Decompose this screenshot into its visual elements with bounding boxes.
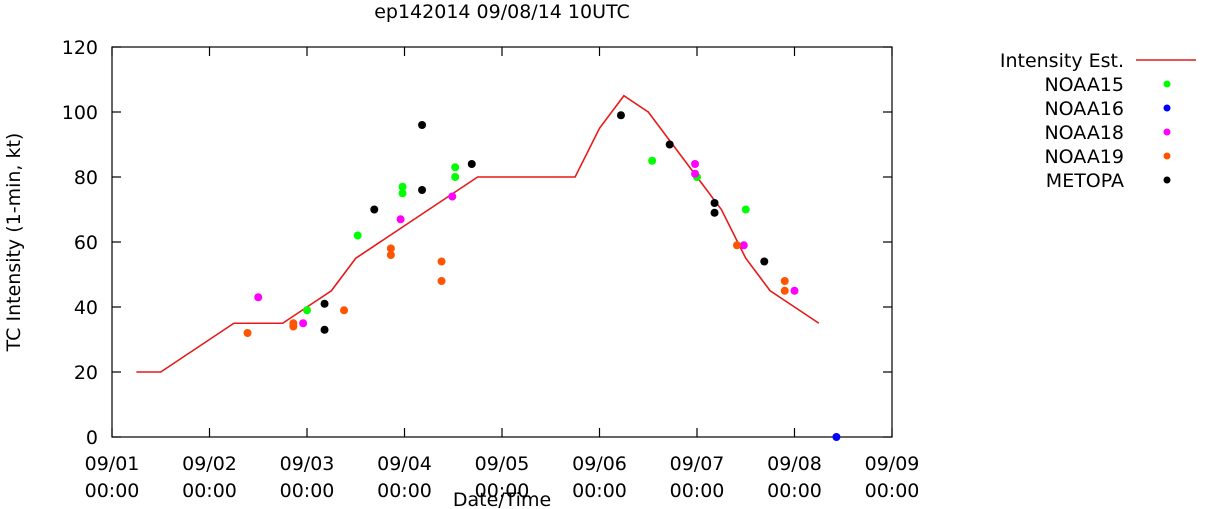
y-axis-label: TC Intensity (1-min, kt) bbox=[3, 133, 25, 353]
point-noaa19 bbox=[437, 277, 446, 285]
point-metopa bbox=[665, 140, 674, 149]
series-line-intensity-est bbox=[136, 94, 820, 373]
y-tick-label: 20 bbox=[74, 362, 98, 384]
point-metopa bbox=[418, 186, 427, 194]
x-tick-label-time: 00:00 bbox=[182, 480, 237, 502]
x-axis: 09/01 00:00 09/02 00:00 09/03 00:00 09/04 00:00… bbox=[85, 47, 920, 502]
point-noaa19 bbox=[437, 257, 446, 266]
point-metopa bbox=[320, 325, 329, 334]
point-noaa15 bbox=[741, 205, 750, 214]
point-noaa15 bbox=[648, 156, 657, 165]
x-tick-label-date: 09/09 bbox=[865, 453, 920, 475]
x-tick-label-date: 09/07 bbox=[670, 453, 725, 475]
point-noaa15 bbox=[353, 231, 362, 240]
point-noaa19 bbox=[386, 251, 395, 259]
point-noaa19 bbox=[243, 329, 252, 337]
y-tick-label: 60 bbox=[74, 232, 98, 254]
point-noaa19 bbox=[780, 277, 789, 285]
x-tick-label-time: 00:00 bbox=[865, 480, 920, 502]
point-noaa18 bbox=[691, 169, 700, 178]
x-tick-label-date: 09/05 bbox=[475, 453, 530, 475]
point-metopa bbox=[710, 199, 719, 207]
x-tick-label-time: 00:00 bbox=[767, 480, 822, 502]
point-metopa bbox=[370, 205, 379, 214]
point-noaa18 bbox=[299, 319, 308, 328]
legend-swatch-metopa bbox=[1163, 176, 1171, 184]
y-tick-label: 120 bbox=[62, 37, 98, 59]
point-noaa16 bbox=[832, 433, 841, 441]
legend-label-intensity-est: Intensity Est. bbox=[1000, 50, 1124, 72]
point-noaa19 bbox=[386, 244, 395, 253]
y-tick-label: 80 bbox=[74, 167, 98, 189]
point-noaa18 bbox=[739, 241, 748, 250]
point-noaa18 bbox=[396, 215, 405, 224]
point-metopa bbox=[467, 160, 476, 168]
point-noaa18 bbox=[790, 286, 799, 295]
legend-swatch-noaa16 bbox=[1163, 104, 1171, 112]
y-tick-label: 100 bbox=[62, 102, 98, 124]
x-tick-label-time: 00:00 bbox=[670, 480, 725, 502]
x-tick-label-date: 09/04 bbox=[377, 453, 432, 475]
x-tick-label-time: 00:00 bbox=[377, 480, 432, 502]
point-noaa19 bbox=[780, 286, 789, 295]
x-tick-label-time: 00:00 bbox=[475, 480, 530, 502]
x-tick-label-date: 09/01 bbox=[85, 453, 140, 475]
chart-title: ep142014 09/08/14 10UTC bbox=[374, 1, 630, 23]
x-tick-label-time: 00:00 bbox=[572, 480, 627, 502]
point-noaa18 bbox=[691, 160, 700, 168]
point-noaa19 bbox=[289, 322, 298, 331]
plot-frame bbox=[111, 46, 893, 438]
legend-label-noaa18: NOAA18 bbox=[1044, 122, 1124, 144]
legend-swatch-noaa15 bbox=[1163, 80, 1171, 88]
point-noaa15 bbox=[398, 182, 407, 191]
point-metopa bbox=[760, 257, 769, 266]
point-metopa bbox=[418, 121, 427, 129]
x-tick-label-date: 09/08 bbox=[767, 453, 822, 475]
y-tick-label: 40 bbox=[74, 297, 98, 319]
legend-label-noaa15: NOAA15 bbox=[1044, 74, 1124, 96]
point-noaa15 bbox=[398, 189, 407, 198]
legend: Intensity Est.NOAA15NOAA16NOAA18NOAA19ME… bbox=[1000, 50, 1196, 192]
y-axis: 0 20 40 60 80 100 120 bbox=[62, 37, 892, 449]
point-metopa bbox=[616, 111, 625, 120]
x-tick-label-date: 09/06 bbox=[572, 453, 627, 475]
x-tick-label-time: 00:00 bbox=[280, 480, 335, 502]
legend-swatch-noaa19 bbox=[1163, 152, 1171, 160]
series-layer bbox=[136, 94, 841, 441]
point-noaa15 bbox=[451, 163, 460, 172]
legend-label-noaa19: NOAA19 bbox=[1044, 146, 1124, 168]
x-axis-label: Date/Time bbox=[453, 489, 551, 509]
x-tick-label-time: 00:00 bbox=[85, 480, 140, 502]
point-noaa19 bbox=[340, 306, 349, 315]
point-noaa18 bbox=[448, 192, 457, 201]
legend-label-metopa: METOPA bbox=[1046, 170, 1124, 192]
point-noaa15 bbox=[451, 173, 460, 181]
y-tick-label: 0 bbox=[86, 427, 98, 449]
x-tick-label-date: 09/02 bbox=[182, 453, 237, 475]
x-tick-label-date: 09/03 bbox=[280, 453, 335, 475]
point-noaa19 bbox=[732, 241, 741, 250]
point-metopa bbox=[320, 299, 329, 308]
point-metopa bbox=[710, 208, 719, 217]
point-noaa15 bbox=[303, 306, 311, 315]
point-noaa18 bbox=[254, 293, 263, 302]
legend-label-noaa16: NOAA16 bbox=[1044, 98, 1124, 120]
legend-swatch-noaa18 bbox=[1163, 128, 1171, 136]
